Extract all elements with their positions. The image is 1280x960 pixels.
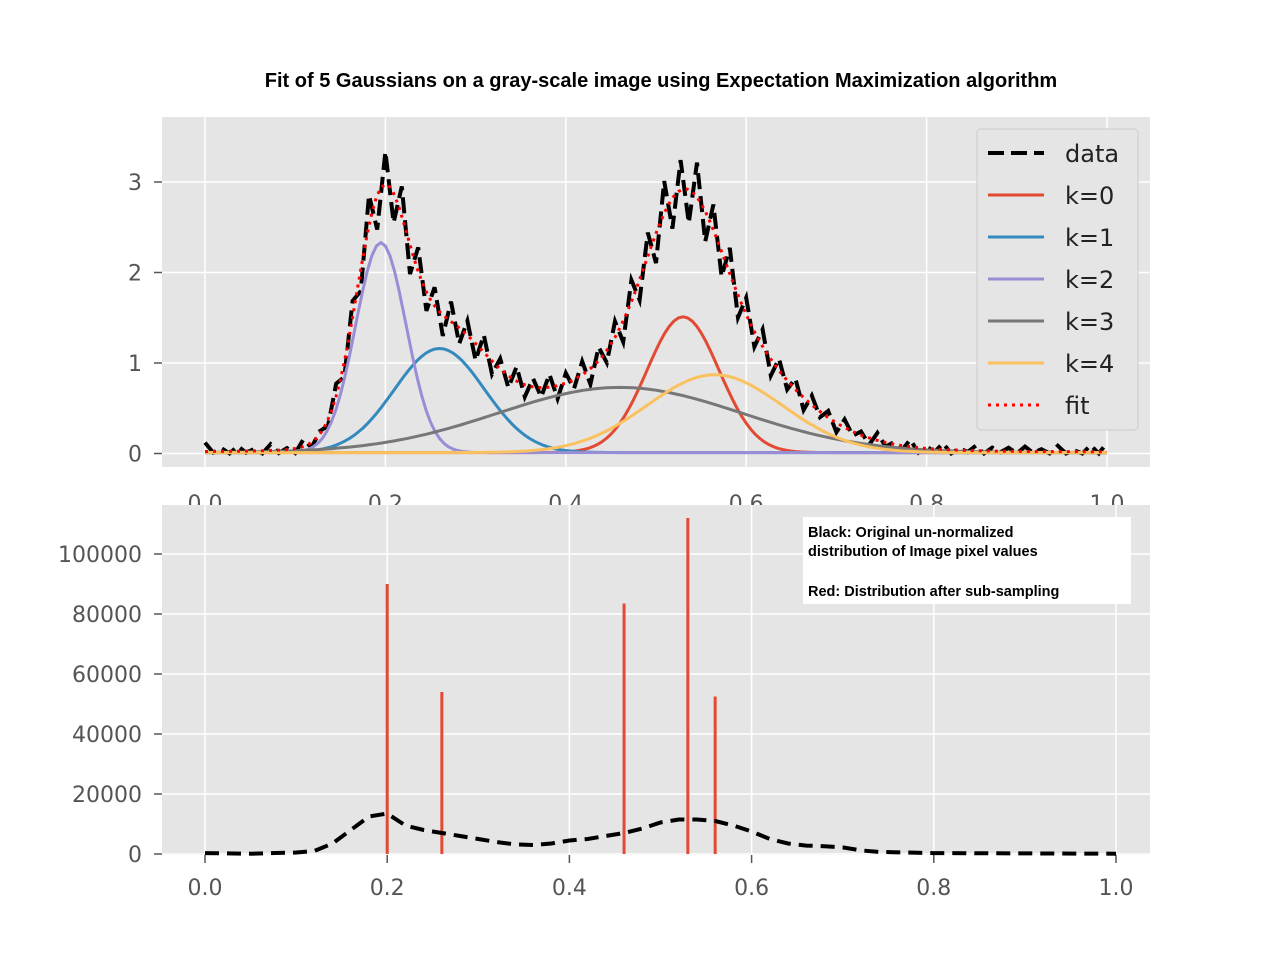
top-y-tick-label: 2 bbox=[128, 262, 142, 287]
bottom-x-tick-label: 0.8 bbox=[916, 876, 951, 901]
legend-frame bbox=[976, 128, 1139, 431]
bar bbox=[622, 603, 626, 854]
top-series bbox=[203, 151, 1109, 457]
legend: data k=0 k=1 k=2 k=3 k=4 fit bbox=[976, 128, 1139, 431]
original-distribution-line bbox=[204, 811, 1117, 856]
legend-label: k=1 bbox=[1065, 224, 1114, 252]
legend-label: k=4 bbox=[1065, 350, 1114, 378]
bottom-x-tick-label: 1.0 bbox=[1099, 876, 1134, 901]
annotation-box: Black: Original un-normalized distributi… bbox=[803, 517, 1131, 604]
series-k4-line bbox=[205, 373, 1107, 455]
annotation-background bbox=[803, 517, 1131, 604]
bar bbox=[385, 584, 389, 854]
bottom-x-tick-label: 0.6 bbox=[734, 876, 769, 901]
chart-title: Fit of 5 Gaussians on a gray-scale image… bbox=[265, 70, 1057, 92]
bottom-x-tick-label: 0.2 bbox=[370, 876, 405, 901]
bottom-y-tick-label: 80000 bbox=[72, 603, 142, 628]
top-y-tick-label: 1 bbox=[128, 352, 142, 377]
bottom-y-tick-label: 40000 bbox=[72, 723, 142, 748]
bar bbox=[713, 696, 717, 854]
bottom-series bbox=[204, 518, 1117, 856]
bar bbox=[686, 518, 690, 854]
legend-label: data bbox=[1065, 140, 1119, 168]
series-fit-line bbox=[205, 182, 1107, 454]
bottom-plot: 0.0 0.2 0.4 0.6 0.8 1.0 0 20000 40000 60000 80000 1… bbox=[58, 505, 1150, 901]
legend-label: k=0 bbox=[1065, 182, 1114, 210]
legend-label: k=3 bbox=[1065, 308, 1114, 336]
legend-label: fit bbox=[1065, 392, 1090, 420]
legend-label: k=2 bbox=[1065, 266, 1114, 294]
bottom-y-tick-label: 20000 bbox=[72, 783, 142, 808]
annotation-line-3: Red: Distribution after sub-sampling bbox=[808, 584, 1059, 600]
annotation-line-1: Black: Original un-normalized bbox=[808, 525, 1013, 541]
series-data-line bbox=[203, 151, 1109, 457]
bottom-y-tick-label: 0 bbox=[128, 843, 142, 868]
bar bbox=[440, 692, 444, 854]
bottom-y-tick-label: 60000 bbox=[72, 663, 142, 688]
bottom-x-tick-label: 0.0 bbox=[188, 876, 223, 901]
bottom-y-tick-label: 100000 bbox=[58, 543, 142, 568]
bottom-ticks: 0.0 0.2 0.4 0.6 0.8 1.0 0 20000 40000 60000 80000 1… bbox=[58, 543, 1133, 901]
bottom-x-tick-label: 0.4 bbox=[552, 876, 587, 901]
top-y-tick-label: 3 bbox=[128, 171, 142, 196]
annotation-line-2: distribution of Image pixel values bbox=[808, 544, 1038, 560]
top-y-tick-label: 0 bbox=[128, 443, 142, 468]
